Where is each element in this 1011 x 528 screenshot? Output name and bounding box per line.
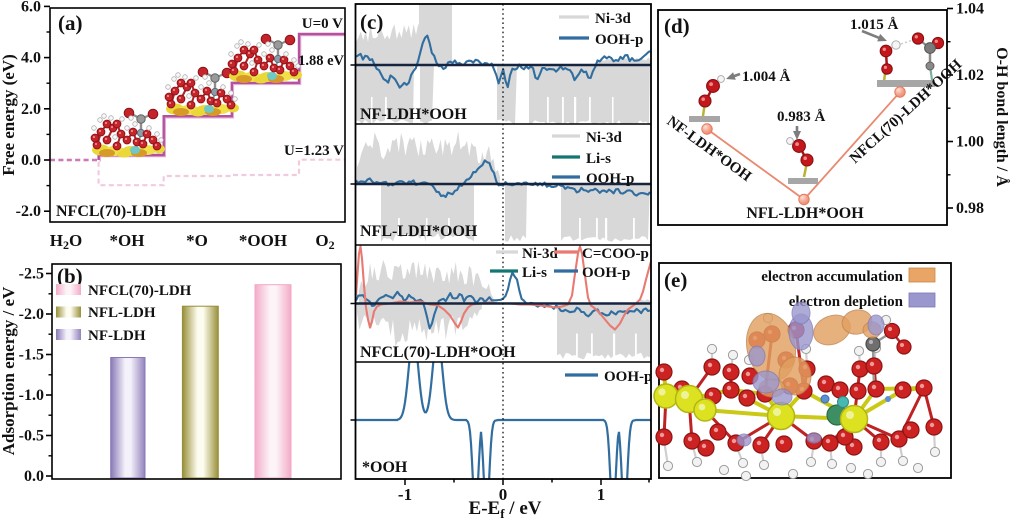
svg-text:NFL-LDH*OOH: NFL-LDH*OOH bbox=[360, 223, 478, 240]
svg-text:1.88 eV: 1.88 eV bbox=[298, 53, 344, 69]
svg-text:0: 0 bbox=[499, 485, 508, 504]
svg-text:(a): (a) bbox=[58, 11, 83, 35]
svg-text:*O: *O bbox=[186, 231, 208, 250]
svg-text:1.00: 1.00 bbox=[956, 134, 984, 151]
svg-text:2.0: 2.0 bbox=[21, 101, 41, 118]
svg-text:Free energy (eV): Free energy (eV) bbox=[0, 54, 18, 175]
svg-text:E-Ef / eV: E-Ef / eV bbox=[469, 498, 542, 521]
svg-text:O-H bond length / Å: O-H bond length / Å bbox=[993, 47, 1011, 187]
svg-text:-1.5: -1.5 bbox=[19, 347, 44, 364]
svg-text:NF-LDH*OOH: NF-LDH*OOH bbox=[360, 106, 467, 123]
svg-text:(e): (e) bbox=[664, 268, 687, 292]
svg-text:6.0: 6.0 bbox=[21, 0, 41, 15]
svg-text:-2.5: -2.5 bbox=[19, 266, 44, 283]
svg-text:NFCL(70)-LDH: NFCL(70)-LDH bbox=[56, 203, 167, 220]
svg-text:NFL-LDH: NFL-LDH bbox=[88, 305, 156, 321]
svg-text:C=COO-p: C=COO-p bbox=[582, 246, 649, 262]
svg-text:NF-LDH: NF-LDH bbox=[88, 328, 146, 344]
svg-text:-1: -1 bbox=[398, 485, 412, 504]
svg-text:Adsorption energy / eV: Adsorption energy / eV bbox=[0, 286, 18, 455]
svg-text:NFCL(70)-LDH*OOH: NFCL(70)-LDH*OOH bbox=[360, 344, 516, 361]
svg-text:NFL-LDH*OOH: NFL-LDH*OOH bbox=[746, 205, 864, 222]
svg-text:1: 1 bbox=[597, 485, 606, 504]
svg-text:Ni-3d: Ni-3d bbox=[586, 130, 622, 146]
svg-text:electron depletion: electron depletion bbox=[789, 294, 904, 310]
svg-text:-2.0: -2.0 bbox=[16, 203, 41, 220]
svg-text:*OH: *OH bbox=[110, 231, 145, 250]
svg-text:1.004 Å: 1.004 Å bbox=[742, 69, 791, 85]
svg-text:0.0: 0.0 bbox=[24, 468, 44, 485]
svg-text:1.015 Å: 1.015 Å bbox=[850, 17, 899, 33]
svg-text:Ni-3d: Ni-3d bbox=[522, 246, 558, 262]
svg-text:H2O: H2O bbox=[50, 231, 82, 252]
svg-text:Li-s: Li-s bbox=[586, 151, 611, 167]
svg-text:0.0: 0.0 bbox=[21, 152, 41, 169]
svg-text:(d): (d) bbox=[664, 14, 690, 38]
svg-text:0.983 Å: 0.983 Å bbox=[777, 109, 826, 125]
svg-text:0.98: 0.98 bbox=[956, 200, 984, 217]
svg-text:*OOH: *OOH bbox=[362, 459, 408, 476]
svg-text:Li-s: Li-s bbox=[522, 265, 547, 281]
svg-text:-2.0: -2.0 bbox=[19, 306, 44, 323]
svg-text:*OOH: *OOH bbox=[239, 231, 287, 250]
svg-text:OOH-p: OOH-p bbox=[595, 32, 643, 48]
svg-text:U=0 V: U=0 V bbox=[302, 16, 343, 32]
svg-text:1.04: 1.04 bbox=[956, 1, 984, 18]
svg-text:Ni-3d: Ni-3d bbox=[595, 11, 631, 27]
svg-text:NFCL(70)-LDH: NFCL(70)-LDH bbox=[88, 283, 192, 299]
svg-text:-1.0: -1.0 bbox=[19, 387, 44, 404]
svg-text:(c): (c) bbox=[360, 10, 383, 34]
svg-text:OOH-p: OOH-p bbox=[586, 171, 634, 187]
svg-text:OOH-p: OOH-p bbox=[604, 369, 652, 385]
svg-text:-0.5: -0.5 bbox=[19, 428, 44, 445]
svg-text:U=1.23 V: U=1.23 V bbox=[284, 143, 344, 159]
svg-text:1.02: 1.02 bbox=[956, 67, 984, 84]
svg-text:OOH-p: OOH-p bbox=[582, 265, 630, 281]
svg-text:electron accumulation: electron accumulation bbox=[761, 269, 903, 285]
svg-text:4.0: 4.0 bbox=[21, 50, 41, 67]
